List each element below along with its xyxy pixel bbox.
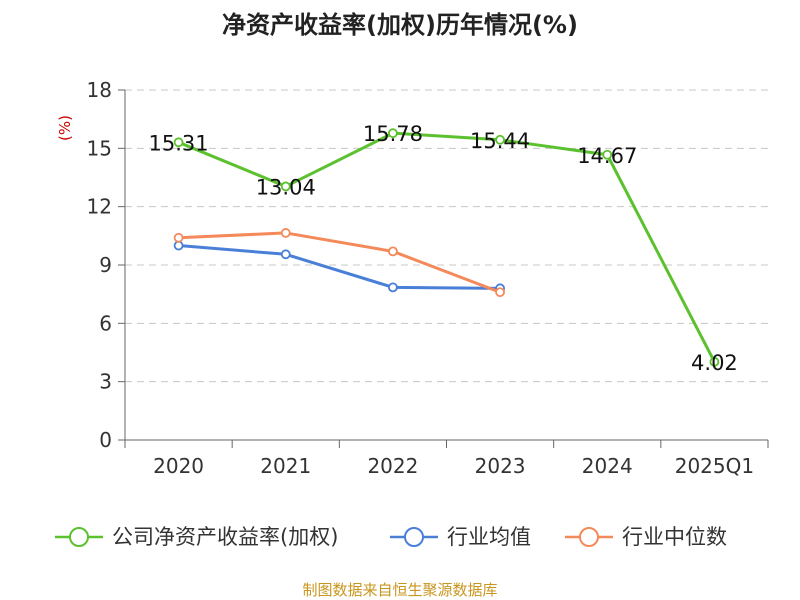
legend-label-0: 公司净资产收益率(加权): [112, 525, 338, 549]
axes: 0 3 6 9 12 15 18 2020 2021 2022 2023 2024 2025Q1: [87, 78, 769, 478]
data-point-s1-2020: [173, 240, 184, 251]
y-tick-label-15: 15: [87, 136, 112, 160]
y-tick-label-12: 12: [87, 195, 112, 219]
data-point-s1-2022: [388, 282, 398, 293]
data-point-s2-2021: [280, 228, 291, 238]
data-point-s0-2020: [173, 137, 184, 148]
y-tick-label-6: 6: [99, 311, 112, 335]
data-point-s2-2023: [495, 287, 505, 298]
series-line-0: [178, 131, 716, 363]
data-point-s0-2023: [495, 134, 505, 145]
data-label-2023: 15.44: [470, 129, 530, 153]
legend: 公司净资产收益率(加权) 行业均值 行业中位数: [55, 525, 727, 549]
legend-marker-0: [69, 527, 89, 547]
x-tick-label-2025Q1: 2025Q1: [675, 454, 754, 478]
legend-label-1: 行业均值: [447, 525, 531, 549]
y-tick-label-18: 18: [87, 78, 112, 102]
data-label-2025Q1: 4.02: [691, 351, 738, 375]
x-tick-label-2024: 2024: [582, 454, 633, 478]
y-tick-label-9: 9: [99, 253, 112, 277]
series-line-2: [178, 231, 501, 294]
legend-marker-1: [404, 527, 424, 547]
series-layer: 15.31 13.04 15.78 15.44 14.67 4.02: [149, 122, 738, 375]
data-point-s0-2022: [388, 128, 398, 139]
y-axis-label: (%): [56, 115, 74, 141]
legend-label-2: 行业中位数: [622, 525, 727, 549]
data-point-s2-2022: [388, 246, 398, 257]
data-point-s0-2025Q1: [709, 356, 720, 367]
data-label-2021: 13.04: [256, 175, 316, 199]
x-tick-label-2020: 2020: [153, 454, 204, 478]
y-tick-label-3: 3: [99, 370, 112, 394]
x-tick-label-2021: 2021: [260, 454, 311, 478]
x-tick-label-2023: 2023: [475, 454, 526, 478]
y-tick-label-0: 0: [99, 428, 112, 452]
data-label-2022: 15.78: [363, 122, 423, 146]
chart-title: 净资产收益率(加权)历年情况(%): [222, 11, 578, 39]
data-point-s0-2024: [602, 149, 613, 160]
data-point-s0-2021: [280, 181, 291, 192]
data-source-note: 制图数据来自恒生聚源数据库: [302, 581, 497, 599]
series-line-1: [178, 244, 501, 290]
x-tick-label-2022: 2022: [367, 454, 418, 478]
legend-marker-2: [579, 527, 599, 547]
data-point-s1-2021: [280, 249, 291, 260]
data-point-s2-2020: [173, 232, 184, 243]
data-label-2020: 15.31: [149, 131, 209, 155]
data-label-2024: 14.67: [577, 144, 637, 168]
